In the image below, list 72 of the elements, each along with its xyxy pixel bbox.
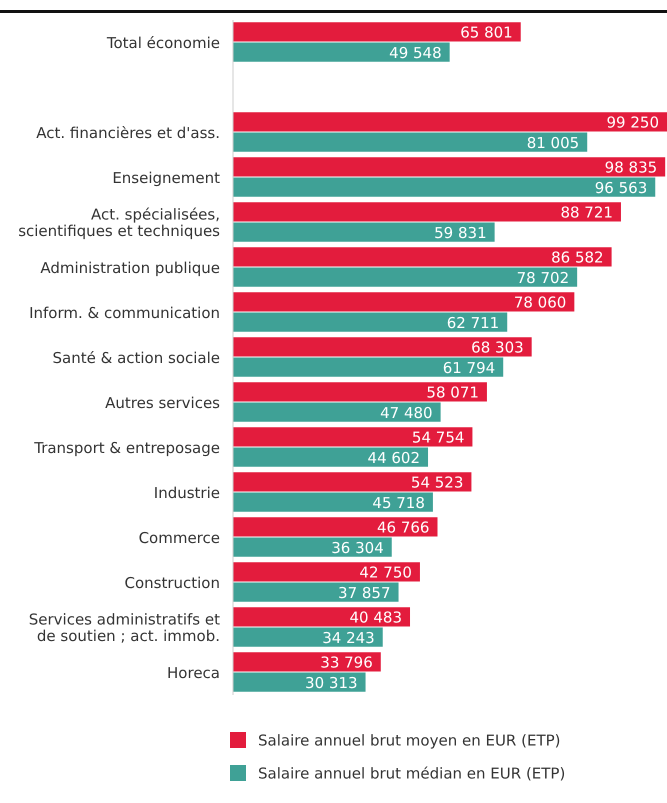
y-tick-label: Act. spécialisées, scientifiques et techniques xyxy=(18,205,220,240)
data-label: 68 303 xyxy=(471,338,524,357)
data-label: 40 483 xyxy=(350,608,402,627)
bar xyxy=(233,448,428,467)
bar xyxy=(233,562,420,582)
bar xyxy=(233,292,574,312)
data-label: 99 250 xyxy=(606,114,659,132)
bar xyxy=(233,312,508,332)
bar xyxy=(233,402,441,422)
data-label: 81 005 xyxy=(526,134,580,152)
bar xyxy=(233,337,532,356)
bar xyxy=(233,268,578,287)
data-label: 49 548 xyxy=(389,44,442,62)
data-label: 37 857 xyxy=(338,584,391,602)
data-label: 45 718 xyxy=(372,494,425,512)
bar xyxy=(233,112,667,132)
data-label: 62 711 xyxy=(446,314,500,332)
bar xyxy=(233,628,383,647)
y-tick-label: Enseignement xyxy=(112,168,220,187)
bar xyxy=(233,157,666,176)
y-tick-label: Commerce xyxy=(138,528,220,547)
y-tick-label: Inform. & communication xyxy=(29,304,220,322)
y-tick-label: Administration publique xyxy=(40,258,220,277)
legend-label: Salaire annuel brut médian en EUR (ETP) xyxy=(258,764,566,782)
data-label: 78 702 xyxy=(516,268,570,287)
data-label: 54 754 xyxy=(412,428,464,447)
data-label: 33 796 xyxy=(320,654,373,672)
data-label: 65 801 xyxy=(460,24,513,42)
data-label: 61 794 xyxy=(442,358,496,377)
y-tick-label: Total économie xyxy=(106,34,220,52)
data-label: 47 480 xyxy=(380,404,433,422)
bar xyxy=(233,582,399,602)
bar xyxy=(233,132,588,152)
bar xyxy=(233,247,612,266)
data-label: 42 750 xyxy=(359,564,412,582)
bar xyxy=(233,492,433,512)
data-label: 88 721 xyxy=(560,204,613,222)
bar xyxy=(233,517,438,536)
y-tick-label: Services administratifs et de soutien ; act. immob. xyxy=(28,610,220,645)
bar xyxy=(233,672,366,692)
legend-label: Salaire annuel brut moyen en EUR (ETP) xyxy=(258,731,561,750)
y-tick-label: Horeca xyxy=(167,664,220,682)
bar xyxy=(233,652,381,672)
data-label: 54 523 xyxy=(410,474,464,492)
bar xyxy=(233,607,410,626)
data-label: 34 243 xyxy=(322,628,375,647)
y-tick-label: Autres services xyxy=(105,394,220,412)
bar xyxy=(233,472,472,492)
data-label: 98 835 xyxy=(604,158,658,177)
data-label: 30 313 xyxy=(305,674,358,692)
y-tick-label: Industrie xyxy=(154,484,220,502)
data-label: 46 766 xyxy=(377,518,430,537)
bar xyxy=(233,42,450,62)
data-label: 86 582 xyxy=(551,248,604,267)
data-label: 36 304 xyxy=(331,538,384,557)
y-tick-label: Act. financières et d'ass. xyxy=(36,124,220,142)
data-label: 78 060 xyxy=(514,294,566,312)
data-label: 96 563 xyxy=(594,178,648,197)
bar xyxy=(233,382,487,402)
bar xyxy=(233,22,521,42)
bar xyxy=(233,427,472,446)
bar xyxy=(233,222,495,242)
y-tick-label: Transport & entreposage xyxy=(33,438,220,457)
bar xyxy=(233,538,392,557)
bar xyxy=(233,178,656,197)
y-tick-label: Santé & action sociale xyxy=(52,348,220,367)
data-label: 58 071 xyxy=(426,384,479,402)
y-tick-label: Construction xyxy=(124,574,220,592)
bar xyxy=(233,202,621,222)
bar xyxy=(233,358,504,377)
data-label: 59 831 xyxy=(434,224,487,242)
data-label: 44 602 xyxy=(368,448,420,467)
